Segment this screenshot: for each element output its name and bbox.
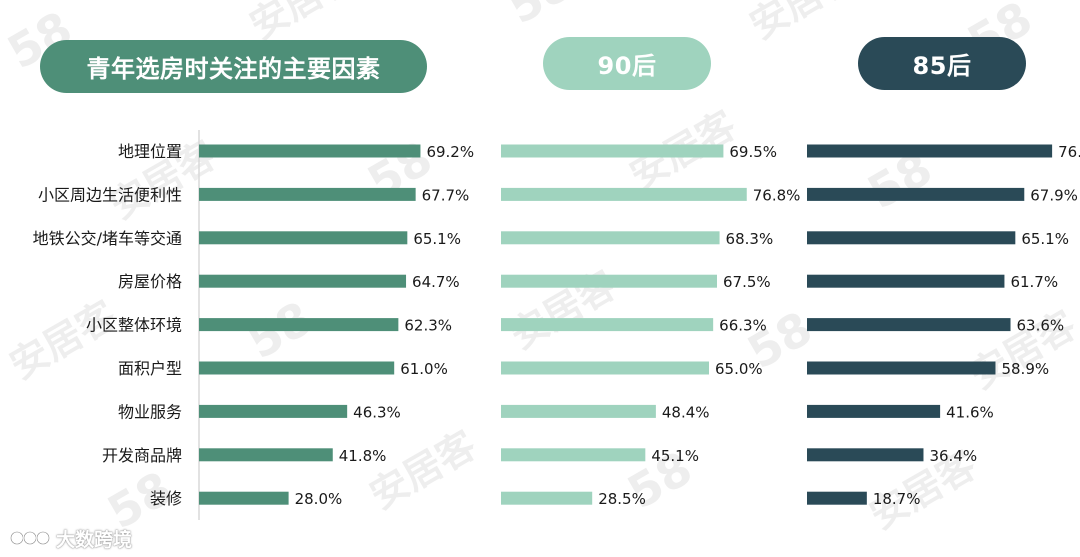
- data-label: 76.8%: [753, 186, 801, 204]
- bar: [501, 404, 656, 418]
- bar: [807, 448, 924, 462]
- group-85-pill: 85后: [858, 37, 1026, 90]
- data-label: 76.6%: [1058, 143, 1080, 161]
- data-label: 66.3%: [719, 317, 767, 335]
- data-label: 63.6%: [1017, 317, 1065, 335]
- category-label: 地铁公交/堵车等交通: [33, 229, 182, 248]
- chart-title-pill: 青年选房时关注的主要因素: [40, 40, 427, 93]
- bar: [501, 491, 593, 505]
- data-label: 48.4%: [662, 403, 710, 421]
- bar: [807, 318, 1011, 332]
- data-label: 36.4%: [929, 447, 977, 465]
- data-label: 28.5%: [598, 490, 646, 508]
- data-label: 68.3%: [726, 230, 774, 248]
- category-label: 小区整体环境: [86, 316, 182, 335]
- data-label: 65.0%: [715, 360, 763, 378]
- data-label: 61.0%: [400, 360, 448, 378]
- bar: [199, 318, 399, 332]
- category-label: 房屋价格: [118, 272, 182, 291]
- bar: [807, 144, 1053, 158]
- bar: [199, 448, 333, 462]
- bar: [199, 274, 407, 288]
- bar: [199, 231, 408, 245]
- brand-icon: [10, 530, 50, 546]
- bar: [199, 404, 348, 418]
- bar: [199, 491, 289, 505]
- bar: [199, 361, 395, 375]
- bar: [501, 144, 724, 158]
- bar: [807, 231, 1016, 245]
- data-label: 69.5%: [729, 143, 777, 161]
- category-label: 开发商品牌: [102, 446, 182, 465]
- bar: [199, 144, 421, 158]
- bar: [501, 361, 709, 375]
- bar: [501, 187, 747, 201]
- bar: [807, 404, 941, 418]
- bar: [807, 187, 1025, 201]
- data-label: 69.2%: [426, 143, 474, 161]
- category-label: 物业服务: [118, 402, 182, 421]
- data-label: 18.7%: [873, 490, 921, 508]
- bar: [501, 231, 720, 245]
- group-90-pill: 90后: [543, 37, 711, 90]
- bar: [807, 361, 996, 375]
- bar: [501, 318, 714, 332]
- bar: [807, 491, 867, 505]
- brand-name: 大数跨境: [56, 528, 133, 551]
- data-label: 41.8%: [339, 447, 387, 465]
- data-label: 46.3%: [353, 403, 401, 421]
- data-label: 45.1%: [651, 447, 699, 465]
- data-label: 67.5%: [723, 273, 771, 291]
- category-label: 小区周边生活便利性: [38, 185, 182, 204]
- brand-logo: 大数跨境: [10, 524, 132, 552]
- bar: [501, 274, 717, 288]
- category-label: 装修: [150, 489, 182, 508]
- category-label: 面积户型: [118, 359, 182, 378]
- data-label: 28.0%: [295, 490, 343, 508]
- bar: [199, 187, 416, 201]
- data-label: 65.1%: [413, 230, 461, 248]
- data-label: 62.3%: [404, 317, 452, 335]
- data-label: 61.7%: [1010, 273, 1058, 291]
- data-label: 67.7%: [422, 186, 470, 204]
- data-label: 64.7%: [412, 273, 460, 291]
- data-label: 58.9%: [1001, 360, 1049, 378]
- bar: [807, 274, 1005, 288]
- data-label: 41.6%: [946, 403, 994, 421]
- category-label: 地理位置: [118, 142, 182, 161]
- bar: [501, 448, 646, 462]
- data-label: 67.9%: [1030, 186, 1078, 204]
- data-label: 65.1%: [1021, 230, 1069, 248]
